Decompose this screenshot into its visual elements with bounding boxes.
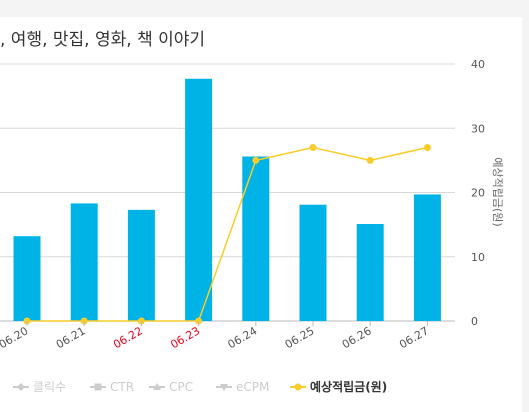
legend-marker-icon <box>294 383 302 391</box>
legend-label: 클릭수 <box>33 380 66 394</box>
legend-item[interactable]: CTR <box>90 380 134 394</box>
y-tick-label: 20 <box>471 187 485 200</box>
bar[interactable] <box>13 236 41 321</box>
y-tick-label: 0 <box>471 315 478 328</box>
y-tick-label: 40 <box>471 58 485 71</box>
legend-item[interactable]: eCPM <box>216 380 269 394</box>
x-tick-label: 06.26 <box>340 324 374 351</box>
legend-label: CPC <box>169 380 193 394</box>
legend-label: CTR <box>110 380 134 394</box>
y-axis-label: 예상적립금(원) <box>491 157 504 226</box>
bar[interactable] <box>299 204 327 321</box>
legend-label: 예상적립금(원) <box>310 379 387 394</box>
legend-item[interactable]: CPC <box>149 380 193 394</box>
chart-title: , 여행, 맛집, 영화, 책 이야기 <box>0 30 206 50</box>
bar[interactable] <box>127 209 155 321</box>
line-point[interactable] <box>423 144 431 152</box>
bar[interactable] <box>413 194 441 321</box>
bar[interactable] <box>242 156 270 321</box>
y-tick-label: 30 <box>471 122 485 135</box>
bar[interactable] <box>70 203 98 321</box>
legend-marker-icon <box>220 384 228 391</box>
line-point[interactable] <box>309 144 317 152</box>
legend-item[interactable]: 클릭수 <box>13 380 66 394</box>
legend-marker-icon <box>94 383 102 391</box>
x-tick-label: 06.20 <box>0 324 31 351</box>
bar[interactable] <box>185 78 213 321</box>
line-point[interactable] <box>252 156 260 164</box>
x-tick-label: 06.22 <box>111 324 145 351</box>
legend-marker-icon <box>153 383 161 390</box>
line-point[interactable] <box>366 156 374 164</box>
legend-item[interactable]: 예상적립금(원) <box>290 379 387 394</box>
x-tick-label: 06.25 <box>283 324 317 351</box>
x-tick-label: 06.24 <box>226 324 260 351</box>
legend-marker-icon <box>17 383 25 391</box>
series-line <box>27 146 428 322</box>
x-tick-label: 06.21 <box>54 324 88 351</box>
x-tick-label: 06.27 <box>397 324 431 351</box>
x-tick-label: 06.23 <box>168 324 202 351</box>
legend-label: eCPM <box>236 380 269 394</box>
y-tick-label: 10 <box>471 251 485 264</box>
bar[interactable] <box>356 223 384 321</box>
